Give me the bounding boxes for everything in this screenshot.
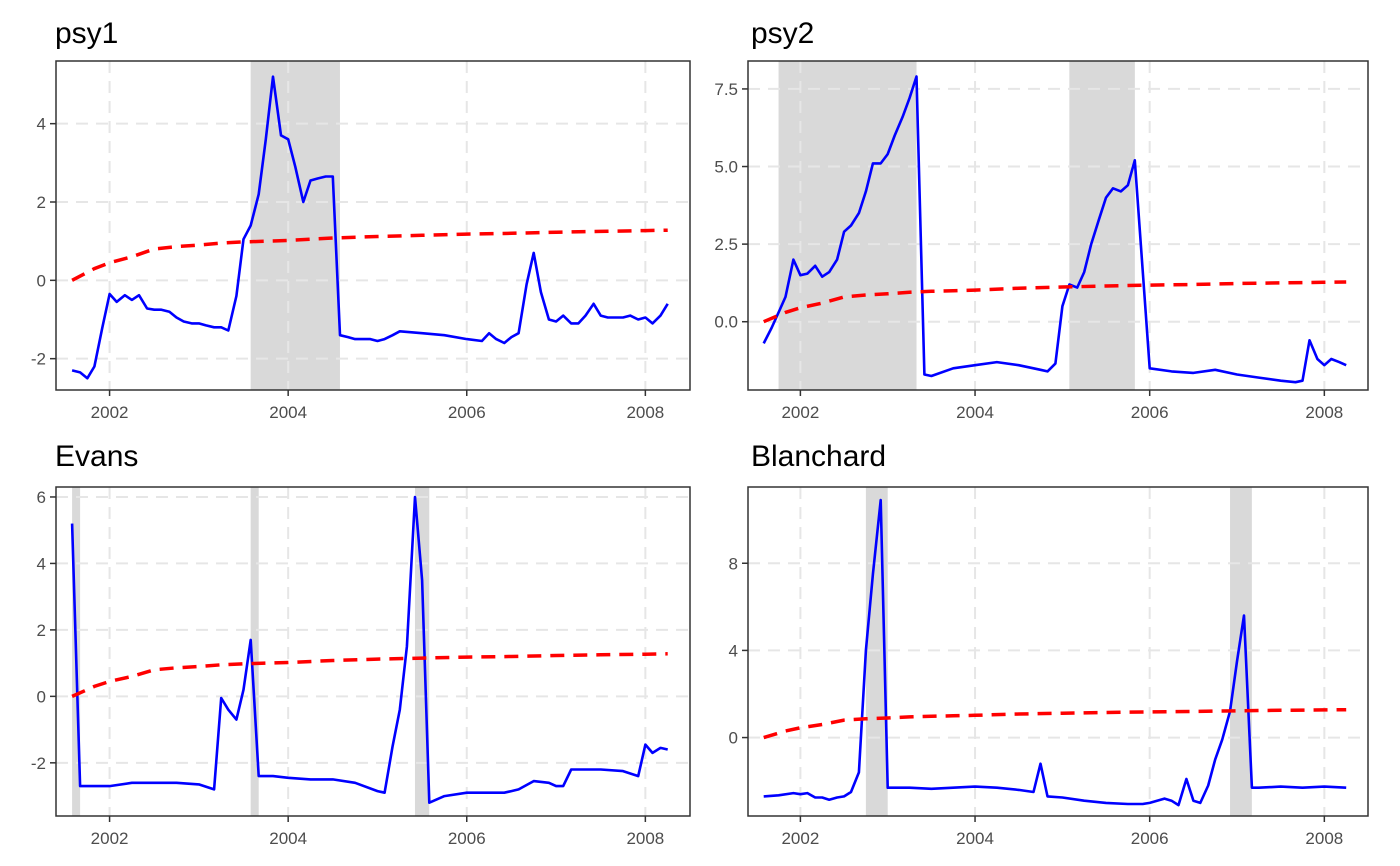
shaded-region — [1069, 61, 1135, 390]
x-tick-label: 2008 — [1305, 403, 1343, 422]
shaded-region — [414, 487, 430, 816]
shaded-region — [1230, 487, 1252, 816]
critical-value-line — [71, 228, 668, 282]
panel-frame — [747, 60, 1369, 391]
shaded-region — [778, 61, 917, 390]
y-tick-label: 2.5 — [714, 235, 738, 254]
test-statistic-line — [763, 498, 1347, 807]
shaded-region — [250, 487, 259, 816]
x-tick-label: 2004 — [269, 403, 307, 422]
panel-frame — [55, 60, 691, 391]
x-tick-label: 2004 — [956, 829, 994, 848]
x-tick-label: 2004 — [956, 403, 994, 422]
y-tick-label: 4 — [729, 641, 738, 660]
x-tick-label: 2006 — [1131, 829, 1169, 848]
y-tick-label: 2 — [37, 193, 46, 212]
panel-psy1: psy1 2002 2004 2006 2008 -2 0 2 4 — [31, 17, 691, 422]
y-tick-label: 8 — [729, 554, 738, 573]
x-tick-label: 2008 — [626, 403, 664, 422]
x-tick-label: 2006 — [448, 829, 486, 848]
y-tick-label: 2 — [37, 621, 46, 640]
x-tick-label: 2002 — [91, 829, 129, 848]
y-tick-label: 0.0 — [714, 313, 738, 332]
panel-evans: Evans 2002 2004 2006 2008 -2 0 2 4 6 — [31, 440, 691, 848]
test-statistic-line — [762, 75, 1347, 384]
y-tick-label: 7.5 — [714, 80, 738, 99]
x-tick-label: 2006 — [1131, 403, 1169, 422]
y-tick-label: -2 — [31, 754, 46, 773]
y-tick-label: 0 — [37, 271, 46, 290]
panel-title: Blanchard — [751, 440, 886, 473]
x-tick-label: 2006 — [448, 403, 486, 422]
x-tick-label: 2002 — [781, 403, 819, 422]
panel-frame — [55, 486, 691, 817]
test-statistic-line — [71, 75, 669, 380]
panel-title: psy2 — [751, 17, 814, 50]
y-tick-label: 4 — [37, 115, 46, 134]
critical-value-line — [763, 707, 1347, 740]
y-tick-label: 0 — [729, 729, 738, 748]
y-tick-label: 6 — [37, 488, 46, 507]
y-tick-label: 4 — [37, 554, 46, 573]
critical-value-line — [763, 280, 1347, 324]
x-tick-label: 2008 — [626, 829, 664, 848]
x-tick-label: 2008 — [1305, 829, 1343, 848]
x-tick-label: 2002 — [91, 403, 129, 422]
panel-title: psy1 — [55, 17, 118, 50]
x-tick-label: 2004 — [269, 829, 307, 848]
panel-frame — [747, 486, 1369, 817]
panel-psy2: psy2 2002 2004 2006 2008 0.0 2.5 5.0 7.5 — [714, 17, 1369, 422]
y-tick-label: -2 — [31, 350, 46, 369]
critical-value-line — [71, 652, 668, 698]
test-statistic-line — [70, 495, 668, 805]
panel-blanchard: Blanchard 2002 2004 2006 2008 0 4 8 — [729, 440, 1369, 848]
y-tick-label: 0 — [37, 687, 46, 706]
y-tick-label: 5.0 — [714, 158, 738, 177]
x-tick-label: 2002 — [781, 829, 819, 848]
shaded-region — [250, 61, 340, 390]
panel-title: Evans — [55, 440, 138, 473]
